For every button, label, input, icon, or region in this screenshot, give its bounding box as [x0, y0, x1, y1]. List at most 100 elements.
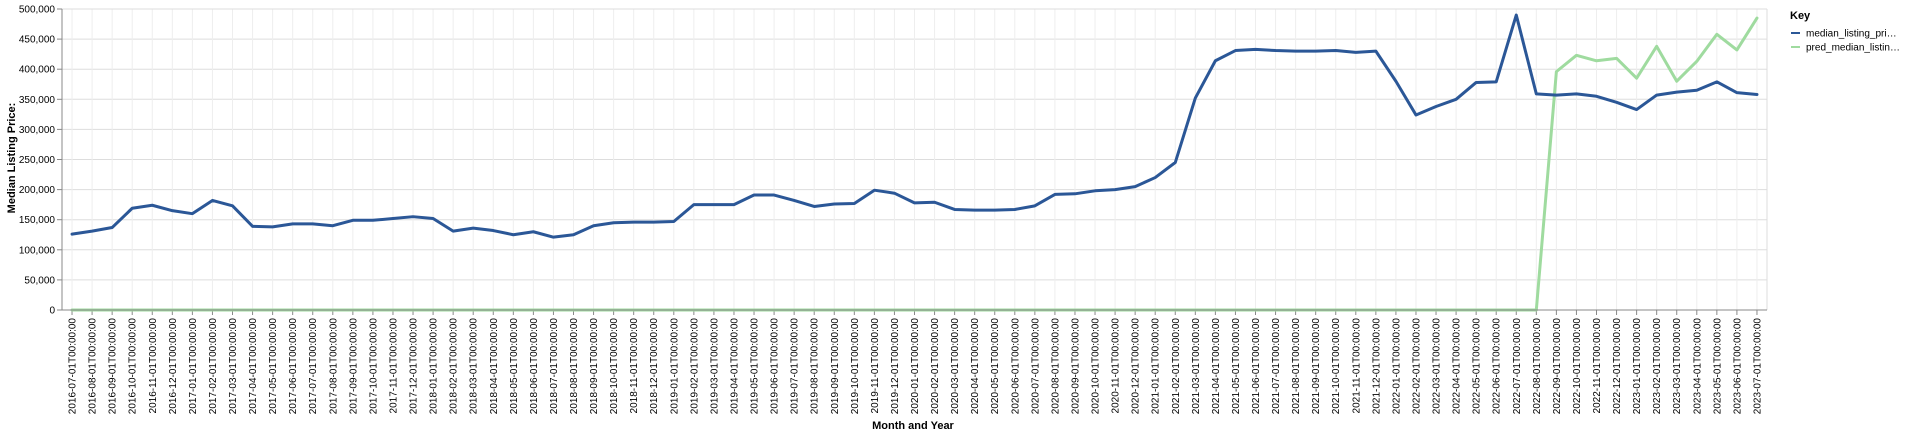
x-tick-label: 2021-04-01T00:00:00: [1211, 318, 1222, 415]
x-tick-label: 2017-05-01T00:00:00: [268, 318, 279, 415]
x-tick-label: 2017-02-01T00:00:00: [208, 318, 219, 415]
x-tick-label: 2018-08-01T00:00:00: [569, 318, 580, 415]
series-line-median-listing-pri: [70, 13, 1759, 239]
x-tick-label: 2020-10-01T00:00:00: [1091, 318, 1102, 415]
x-tick-label: 2019-06-01T00:00:00: [770, 318, 781, 415]
x-tick-label: 2018-06-01T00:00:00: [529, 318, 540, 415]
x-tick-label: 2022-04-01T00:00:00: [1452, 318, 1463, 415]
x-tick-label: 2017-11-01T00:00:00: [388, 318, 399, 414]
x-tick-label: 2019-02-01T00:00:00: [689, 318, 700, 415]
x-tick-label: 2022-09-01T00:00:00: [1552, 318, 1563, 415]
x-tick-label: 2023-04-01T00:00:00: [1692, 318, 1703, 415]
x-tick-label: 2017-07-01T00:00:00: [308, 318, 319, 415]
x-tick-label: 2016-07-01T00:00:00: [68, 318, 79, 415]
x-tick-label: 2022-01-01T00:00:00: [1391, 318, 1402, 415]
x-tick-label: 2017-03-01T00:00:00: [228, 318, 239, 415]
y-tick-label: 400,000: [19, 65, 56, 76]
x-tick-label: 2020-11-01T00:00:00: [1111, 318, 1122, 414]
y-axis: 0 50,000 100,000 150,000 200,000 250,000 300,0…: [19, 5, 62, 317]
y-axis-title: Median Listing Price:: [6, 103, 18, 214]
y-tick-label: 300,000: [19, 125, 56, 136]
grid-lines: [62, 8, 1767, 311]
x-tick-label: 2023-03-01T00:00:00: [1672, 318, 1683, 415]
x-tick-label: 2020-02-01T00:00:00: [930, 318, 941, 415]
x-tick-label: 2017-08-01T00:00:00: [328, 318, 339, 415]
x-tick-label: 2017-10-01T00:00:00: [368, 318, 379, 415]
x-tick-label: 2021-12-01T00:00:00: [1371, 318, 1382, 415]
x-tick-label: 2016-11-01T00:00:00: [148, 318, 159, 414]
x-axis: 2016-07-01T00:00:00 2016-08-01T00:00:00 20…: [68, 310, 1763, 415]
x-tick-label: 2022-05-01T00:00:00: [1472, 318, 1483, 415]
x-tick-label: 2021-03-01T00:00:00: [1191, 318, 1202, 415]
x-tick-label: 2021-11-01T00:00:00: [1351, 318, 1362, 414]
x-tick-label: 2020-09-01T00:00:00: [1070, 318, 1081, 415]
legend: Key median_listing_pri… pred_median_listi…: [1790, 10, 1900, 54]
y-tick-label: 500,000: [19, 5, 56, 16]
y-tick-label: 450,000: [19, 35, 56, 46]
x-tick-label: 2022-03-01T00:00:00: [1432, 318, 1443, 415]
x-tick-label: 2017-04-01T00:00:00: [248, 318, 259, 415]
legend-items: median_listing_pri… pred_median_listin…: [1791, 29, 1900, 54]
y-tick-label: 100,000: [19, 245, 56, 256]
x-tick-label: 2016-12-01T00:00:00: [168, 318, 179, 415]
x-tick-label: 2018-02-01T00:00:00: [449, 318, 460, 415]
x-tick-label: 2022-10-01T00:00:00: [1572, 318, 1583, 415]
x-tick-label: 2016-08-01T00:00:00: [88, 318, 99, 415]
x-tick-label: 2020-04-01T00:00:00: [970, 318, 981, 415]
x-tick-label: 2017-06-01T00:00:00: [288, 318, 299, 415]
x-tick-label: 2023-05-01T00:00:00: [1712, 318, 1723, 415]
x-tick-label: 2019-07-01T00:00:00: [790, 318, 801, 415]
legend-label: median_listing_pri…: [1806, 29, 1897, 40]
x-tick-label: 2023-02-01T00:00:00: [1652, 318, 1663, 415]
y-tick-label: 250,000: [19, 155, 56, 166]
x-tick-label: 2017-12-01T00:00:00: [409, 318, 420, 415]
x-tick-label: 2018-03-01T00:00:00: [469, 318, 480, 415]
x-tick-label: 2023-06-01T00:00:00: [1732, 318, 1743, 415]
x-tick-label: 2021-01-01T00:00:00: [1151, 318, 1162, 415]
x-tick-label: 2023-07-01T00:00:00: [1752, 318, 1763, 415]
x-tick-label: 2019-09-01T00:00:00: [830, 318, 841, 415]
x-tick-label: 2021-02-01T00:00:00: [1171, 318, 1182, 415]
x-tick-label: 2022-02-01T00:00:00: [1411, 318, 1422, 415]
x-tick-label: 2022-11-01T00:00:00: [1592, 318, 1603, 414]
x-tick-label: 2018-01-01T00:00:00: [429, 318, 440, 415]
x-tick-label: 2018-07-01T00:00:00: [549, 318, 560, 415]
axis-domains: [61, 8, 1768, 311]
x-tick-label: 2017-01-01T00:00:00: [188, 318, 199, 415]
x-tick-label: 2021-10-01T00:00:00: [1331, 318, 1342, 415]
x-tick-label: 2021-07-01T00:00:00: [1271, 318, 1282, 415]
x-tick-label: 2023-01-01T00:00:00: [1632, 318, 1643, 415]
x-tick-label: 2019-08-01T00:00:00: [810, 318, 821, 415]
x-tick-label: 2019-12-01T00:00:00: [890, 318, 901, 415]
x-tick-label: 2017-09-01T00:00:00: [348, 318, 359, 415]
x-tick-label: 2022-08-01T00:00:00: [1532, 318, 1543, 415]
x-axis-title: Month and Year: [872, 420, 954, 432]
x-tick-label: 2020-08-01T00:00:00: [1050, 318, 1061, 415]
x-tick-label: 2020-01-01T00:00:00: [910, 318, 921, 415]
x-tick-label: 2019-11-01T00:00:00: [870, 318, 881, 414]
x-tick-label: 2019-03-01T00:00:00: [709, 318, 720, 415]
x-tick-label: 2022-06-01T00:00:00: [1492, 318, 1503, 415]
x-tick-label: 2016-10-01T00:00:00: [128, 318, 139, 415]
x-tick-label: 2020-06-01T00:00:00: [1010, 318, 1021, 415]
x-tick-label: 2018-12-01T00:00:00: [649, 318, 660, 415]
x-tick-label: 2021-05-01T00:00:00: [1231, 318, 1242, 415]
y-tick-label: 200,000: [19, 185, 56, 196]
x-tick-label: 2018-09-01T00:00:00: [589, 318, 600, 415]
x-tick-label: 2019-01-01T00:00:00: [669, 318, 680, 415]
x-tick-label: 2020-03-01T00:00:00: [950, 318, 961, 415]
x-tick-label: 2019-05-01T00:00:00: [750, 318, 761, 415]
x-tick-label: 2018-11-01T00:00:00: [629, 318, 640, 414]
legend-label: pred_median_listin…: [1806, 43, 1900, 54]
x-tick-label: 2019-10-01T00:00:00: [850, 318, 861, 415]
y-tick-label: 50,000: [24, 275, 55, 286]
legend-title: Key: [1790, 10, 1811, 22]
x-tick-label: 2018-05-01T00:00:00: [509, 318, 520, 415]
x-tick-label: 2021-08-01T00:00:00: [1291, 318, 1302, 415]
x-tick-label: 2019-04-01T00:00:00: [729, 318, 740, 415]
y-tick-label: 0: [49, 306, 55, 317]
x-tick-label: 2020-05-01T00:00:00: [990, 318, 1001, 415]
x-tick-label: 2022-12-01T00:00:00: [1612, 318, 1623, 415]
x-tick-label: 2021-09-01T00:00:00: [1311, 318, 1322, 415]
